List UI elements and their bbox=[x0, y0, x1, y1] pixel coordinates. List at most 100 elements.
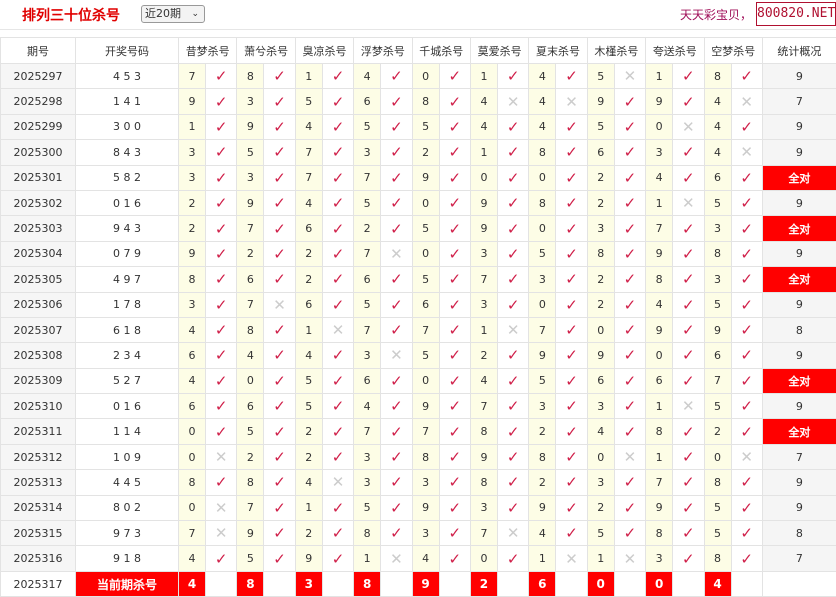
current-kill-number: 8 bbox=[354, 571, 381, 596]
check-icon: ✓ bbox=[264, 216, 295, 241]
kill-number-cell: 5 bbox=[237, 140, 264, 165]
issue-cell: 2025304 bbox=[1, 241, 76, 266]
check-icon: ✓ bbox=[731, 495, 762, 520]
check-icon: ✓ bbox=[673, 317, 704, 342]
cross-icon: ✕ bbox=[381, 546, 412, 571]
draw-number-cell: 0 7 9 bbox=[76, 241, 179, 266]
kill-number-cell: 0 bbox=[412, 241, 439, 266]
kill-number-cell: 8 bbox=[412, 89, 439, 114]
kill-number-cell: 4 bbox=[529, 114, 556, 139]
stat-cell: 9 bbox=[762, 241, 836, 266]
check-icon: ✓ bbox=[497, 140, 528, 165]
kill-number-cell: 8 bbox=[704, 470, 731, 495]
check-icon: ✓ bbox=[264, 317, 295, 342]
kill-number-cell: 4 bbox=[646, 165, 673, 190]
check-icon: ✓ bbox=[206, 190, 237, 215]
stat-cell: 全对 bbox=[762, 216, 836, 241]
cross-icon: ✕ bbox=[614, 546, 645, 571]
kill-number-cell: 1 bbox=[295, 64, 322, 89]
kill-number-cell: 4 bbox=[179, 368, 206, 393]
cross-icon: ✕ bbox=[673, 394, 704, 419]
draw-number-cell: 4 9 7 bbox=[76, 267, 179, 292]
stat-cell: 8 bbox=[762, 521, 836, 546]
check-icon: ✓ bbox=[381, 317, 412, 342]
kill-number-cell: 4 bbox=[237, 343, 264, 368]
check-icon: ✓ bbox=[206, 267, 237, 292]
kill-number-cell: 1 bbox=[295, 495, 322, 520]
check-icon: ✓ bbox=[439, 521, 470, 546]
current-kill-number: 4 bbox=[179, 571, 206, 596]
check-icon: ✓ bbox=[264, 546, 295, 571]
check-icon: ✓ bbox=[731, 241, 762, 266]
issue-cell: 2025298 bbox=[1, 89, 76, 114]
kill-number-cell: 9 bbox=[646, 495, 673, 520]
column-header: 木槿杀号 bbox=[587, 38, 645, 64]
check-icon: ✓ bbox=[264, 343, 295, 368]
column-header: 夏末杀号 bbox=[529, 38, 587, 64]
check-icon: ✓ bbox=[731, 190, 762, 215]
current-kill-number: 9 bbox=[412, 571, 439, 596]
kill-number-cell: 8 bbox=[237, 470, 264, 495]
check-icon: ✓ bbox=[381, 495, 412, 520]
kill-number-cell: 9 bbox=[295, 546, 322, 571]
cross-icon: ✕ bbox=[614, 64, 645, 89]
check-icon: ✓ bbox=[673, 292, 704, 317]
draw-number-cell: 1 1 4 bbox=[76, 419, 179, 444]
draw-number-cell: 3 0 0 bbox=[76, 114, 179, 139]
kill-number-cell: 3 bbox=[412, 521, 439, 546]
kill-number-cell: 3 bbox=[587, 216, 614, 241]
check-icon: ✓ bbox=[439, 292, 470, 317]
empty-cell bbox=[206, 571, 237, 596]
check-icon: ✓ bbox=[556, 190, 587, 215]
kill-number-cell: 9 bbox=[704, 317, 731, 342]
kill-number-cell: 8 bbox=[646, 521, 673, 546]
issue-cell: 2025302 bbox=[1, 190, 76, 215]
kill-number-cell: 4 bbox=[529, 521, 556, 546]
kill-number-cell: 9 bbox=[412, 495, 439, 520]
stat-cell: 9 bbox=[762, 64, 836, 89]
kill-number-cell: 0 bbox=[412, 64, 439, 89]
kill-number-cell: 7 bbox=[295, 140, 322, 165]
kill-number-cell: 2 bbox=[295, 241, 322, 266]
draw-number-cell: 0 1 6 bbox=[76, 394, 179, 419]
check-icon: ✓ bbox=[381, 114, 412, 139]
draw-number-cell: 2 3 4 bbox=[76, 343, 179, 368]
draw-number-cell: 1 4 1 bbox=[76, 89, 179, 114]
check-icon: ✓ bbox=[264, 419, 295, 444]
check-icon: ✓ bbox=[439, 444, 470, 469]
cross-icon: ✕ bbox=[556, 546, 587, 571]
check-icon: ✓ bbox=[731, 343, 762, 368]
kill-number-cell: 4 bbox=[295, 190, 322, 215]
check-icon: ✓ bbox=[381, 89, 412, 114]
period-select[interactable]: 近20期⌄ bbox=[141, 5, 205, 23]
check-icon: ✓ bbox=[322, 521, 353, 546]
kill-number-cell: 9 bbox=[237, 114, 264, 139]
kill-number-cell: 0 bbox=[587, 444, 614, 469]
empty-cell bbox=[264, 571, 295, 596]
kill-number-cell: 5 bbox=[354, 114, 381, 139]
cross-icon: ✕ bbox=[673, 190, 704, 215]
kill-number-cell: 4 bbox=[587, 419, 614, 444]
check-icon: ✓ bbox=[614, 317, 645, 342]
kill-number-cell: 2 bbox=[295, 521, 322, 546]
issue-cell: 2025314 bbox=[1, 495, 76, 520]
check-icon: ✓ bbox=[264, 89, 295, 114]
kill-number-cell: 1 bbox=[470, 317, 497, 342]
cross-icon: ✕ bbox=[206, 495, 237, 520]
check-icon: ✓ bbox=[673, 419, 704, 444]
slogan-link[interactable]: 天天彩宝贝， bbox=[680, 6, 752, 23]
kill-number-cell: 0 bbox=[470, 546, 497, 571]
check-icon: ✓ bbox=[439, 64, 470, 89]
kill-number-cell: 6 bbox=[237, 267, 264, 292]
kill-number-cell: 4 bbox=[529, 89, 556, 114]
kill-number-cell: 5 bbox=[704, 521, 731, 546]
top-bar: 排列三十位杀号 近20期⌄ 天天彩宝贝， 800820.NET bbox=[0, 0, 836, 30]
kill-number-cell: 7 bbox=[646, 470, 673, 495]
kill-number-cell: 3 bbox=[470, 292, 497, 317]
kill-number-cell: 6 bbox=[354, 267, 381, 292]
table-header-row: 期号开奖号码昔梦杀号萧兮杀号臭凉杀号浮梦杀号千城杀号莫爱杀号夏末杀号木槿杀号夸送… bbox=[1, 38, 836, 64]
cross-icon: ✕ bbox=[731, 444, 762, 469]
empty-cell bbox=[439, 571, 470, 596]
